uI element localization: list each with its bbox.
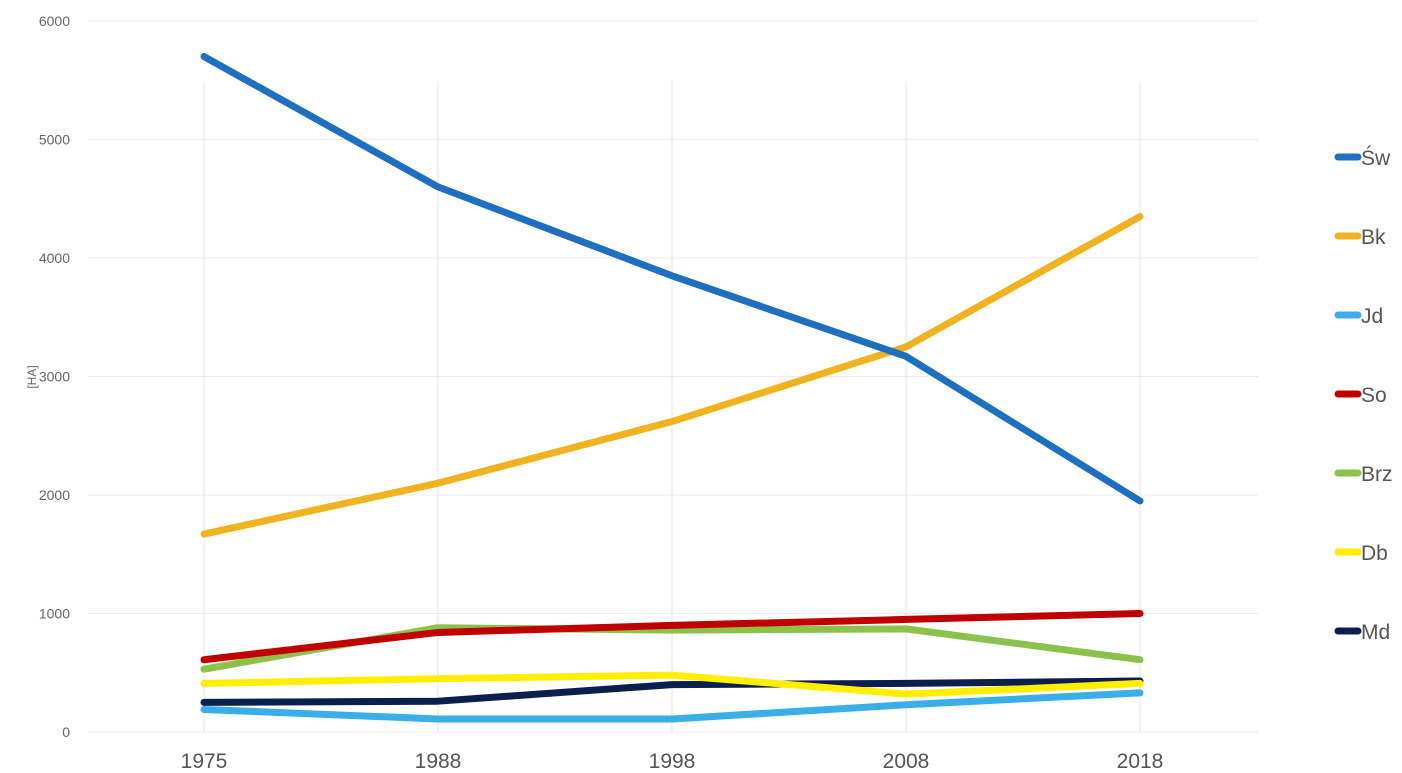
legend-label: So [1361, 384, 1387, 407]
x-tick-label: 2008 [883, 750, 930, 773]
series-line-bk [200, 213, 1144, 538]
x-tick-label: 1975 [181, 750, 228, 773]
y-tick-label: 6000 [39, 13, 70, 29]
y-tick-label: 1000 [39, 606, 70, 622]
series-line-db [200, 671, 1144, 698]
legend-item: Jd [1334, 305, 1383, 328]
legend-label: Bk [1361, 226, 1386, 249]
x-tick-label: 2018 [1117, 750, 1164, 773]
series-line-so [200, 610, 1144, 664]
legend-label: Brz [1361, 463, 1393, 486]
legend-item: Brz [1334, 463, 1393, 486]
legend-item: So [1334, 384, 1387, 407]
legend-item: Bk [1334, 226, 1386, 249]
x-tick-label: 1988 [415, 750, 462, 773]
y-axis-label: [HA] [25, 365, 39, 388]
series-line-md [200, 677, 1144, 706]
y-tick-label: 5000 [39, 132, 70, 148]
series [200, 53, 1144, 723]
legend-item: Md [1334, 621, 1390, 644]
legend: Św Bk Jd So Brz Db Md [1334, 146, 1393, 644]
y-tick-label: 0 [62, 724, 70, 740]
axes: [HA] 0 1000 2000 3000 4000 5000 6000 1975 1988 19… [25, 13, 1163, 773]
legend-label: Md [1361, 621, 1390, 644]
series-line-jd [200, 689, 1144, 723]
grid [88, 20, 1258, 733]
legend-label: Jd [1361, 305, 1383, 328]
y-tick-label: 4000 [39, 250, 70, 266]
legend-label: Db [1361, 542, 1388, 565]
y-tick-label: 2000 [39, 487, 70, 503]
series-line-św [200, 53, 1144, 505]
legend-item: Św [1334, 146, 1391, 170]
x-tick-label: 1998 [649, 750, 696, 773]
y-tick-label: 3000 [39, 369, 70, 385]
legend-item: Db [1334, 542, 1388, 565]
legend-label: Św [1361, 146, 1391, 170]
